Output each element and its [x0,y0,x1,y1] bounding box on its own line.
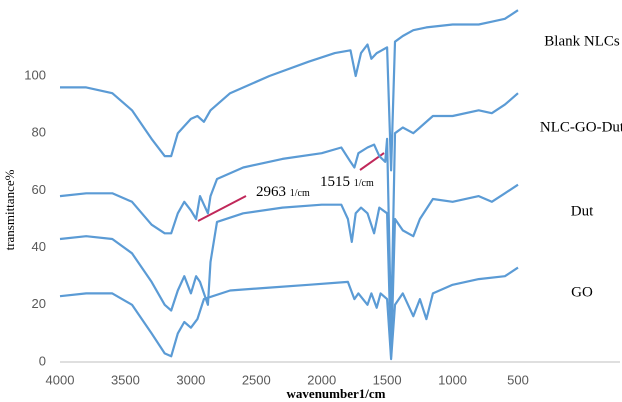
y-axis-title: transmittance% [2,169,17,250]
x-tick-label: 2000 [307,372,336,387]
annotation-unit: 1/cm [354,178,374,189]
x-tick-label: 3500 [111,372,140,387]
x-axis-title: wavenumber1/cm [287,386,386,401]
x-tick-label: 3000 [176,372,205,387]
x-tick-label: 2500 [242,372,271,387]
x-tick-label: 500 [507,372,529,387]
series-line [59,92,519,332]
y-tick-label: 80 [32,125,46,140]
annotation-value: 2963 [256,184,286,200]
annotation: 2963 1/cm [256,184,310,200]
x-tick-label: 4000 [46,372,75,387]
series-label: GO [571,284,593,300]
series-label: Blank NLCs [544,33,620,49]
x-tick-label: 1000 [438,372,467,387]
y-tick-label: 0 [39,353,46,368]
y-tick-label: 60 [32,182,46,197]
series-line [60,9,519,172]
annotation-pointer [197,195,247,222]
y-tick-label: 100 [24,67,46,82]
annotation: 1515 1/cm [320,174,374,190]
y-tick-label: 40 [32,239,46,254]
y-tick-label: 20 [32,296,46,311]
annotation-unit: 1/cm [290,188,310,199]
x-tick-label: 1500 [373,372,402,387]
series-label: Dut [571,203,594,219]
annotation-pointer [359,152,385,171]
series-line [59,183,519,358]
series-label: NLC-GO-Dut [540,119,622,135]
series-line [59,266,519,361]
annotation-value: 1515 [320,174,350,190]
